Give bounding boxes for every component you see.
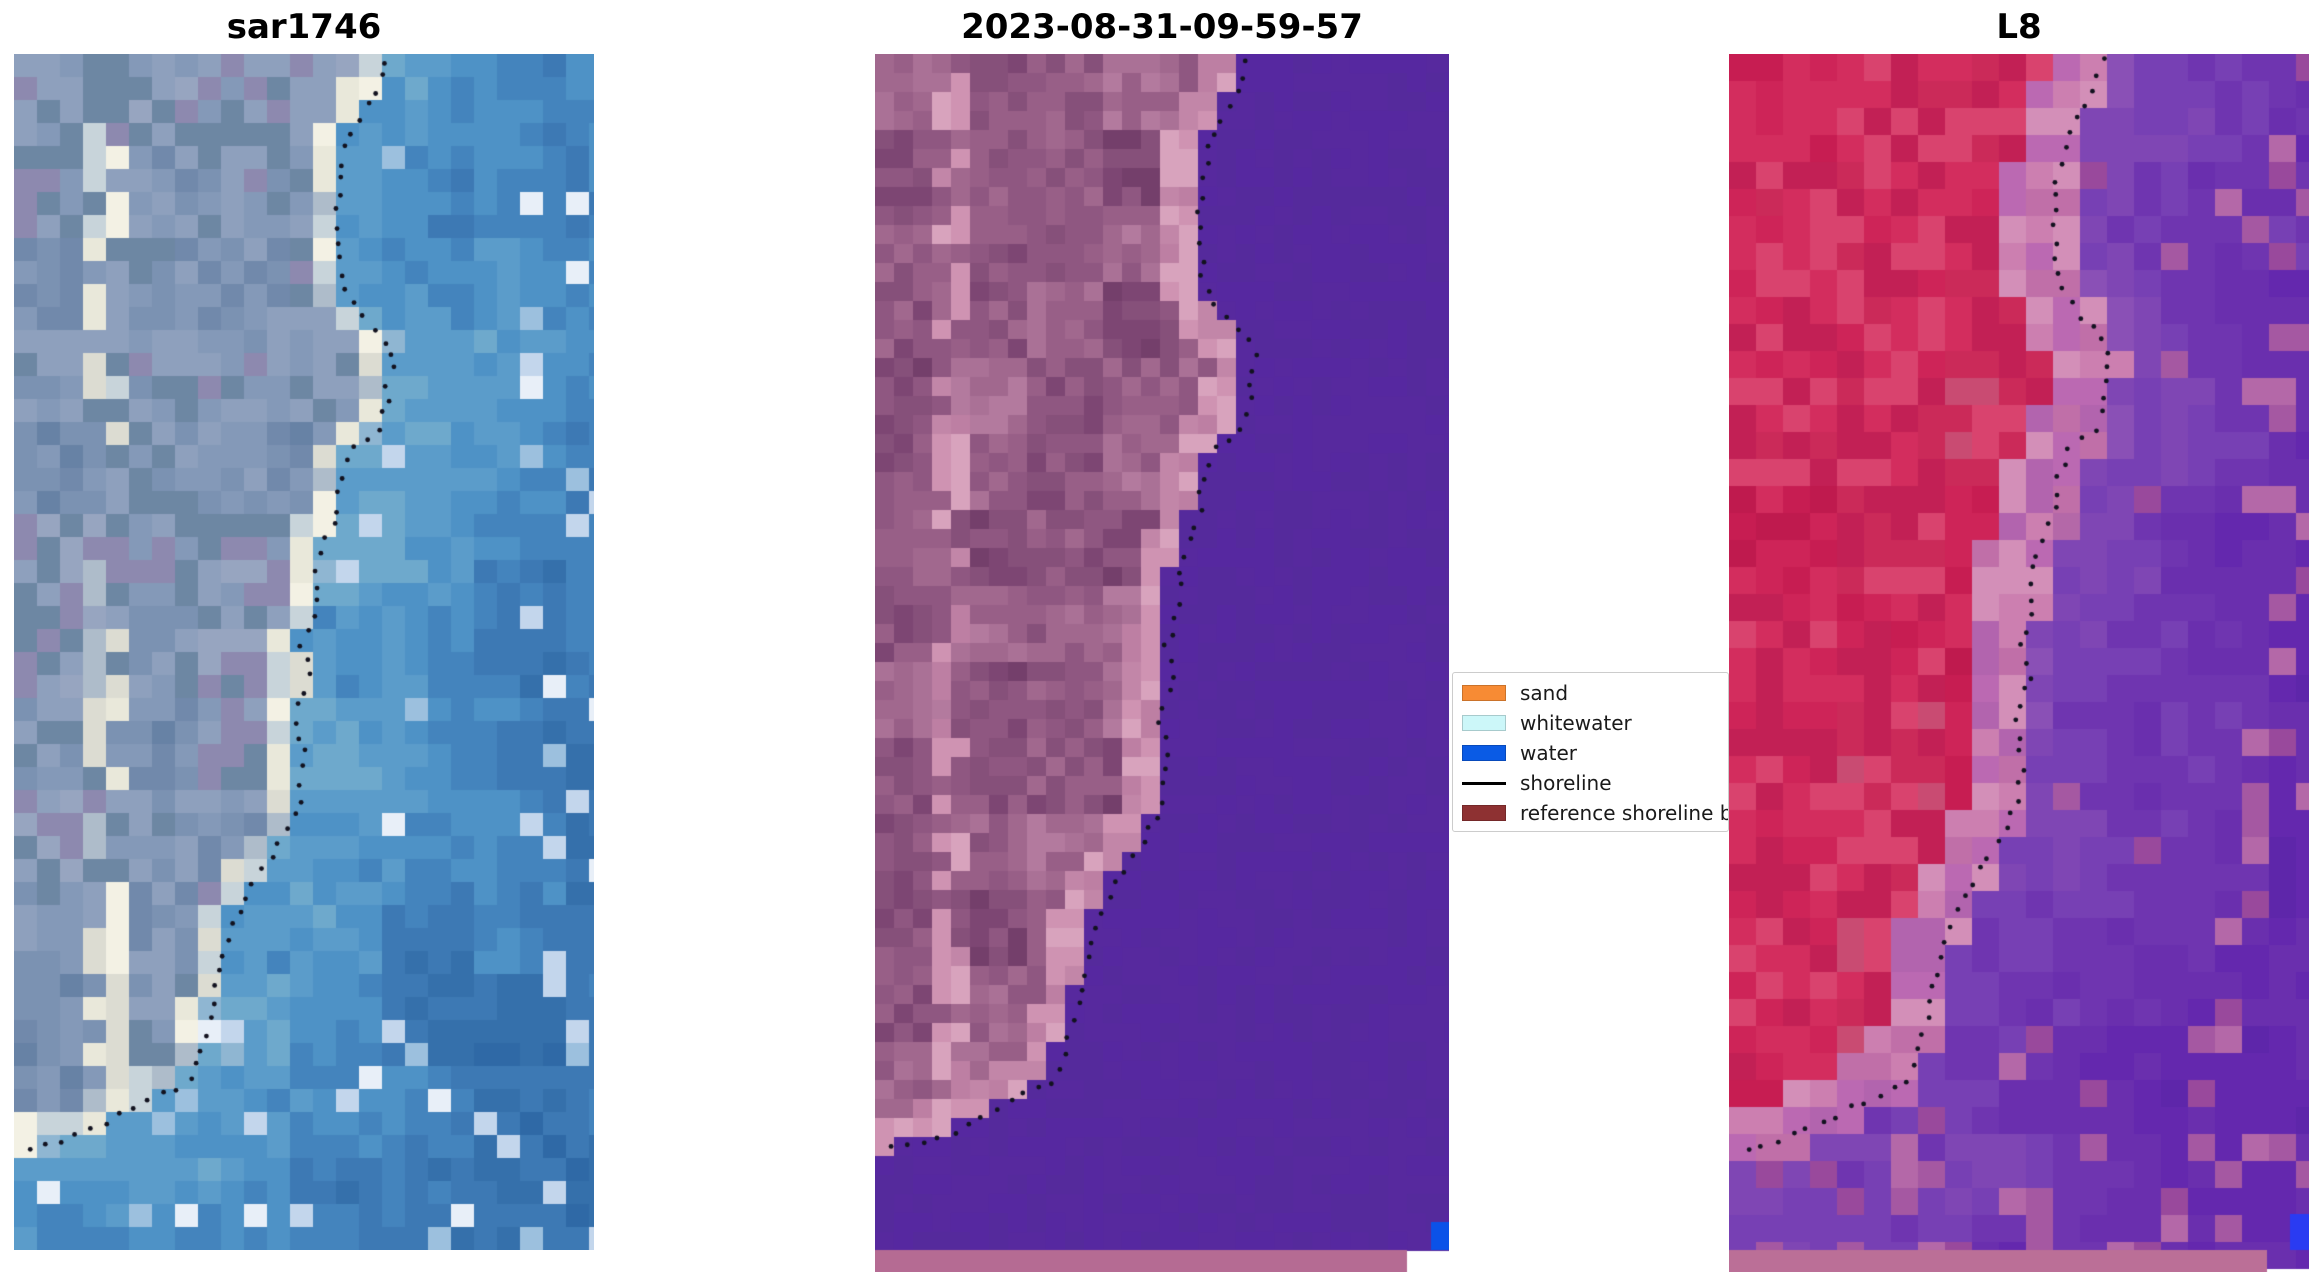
panel-title-classified-date: 2023-08-31-09-59-57: [961, 7, 1363, 47]
legend-item-sand: sand: [1462, 678, 1728, 708]
panel-title-sar: sar1746: [226, 7, 382, 47]
legend-item-reference: reference shoreline buffer: [1462, 798, 1728, 828]
classified-image-panel: [875, 54, 1449, 1272]
legend: sand whitewater water shoreline reference sh…: [1452, 672, 1729, 832]
legend-item-whitewater: whitewater: [1462, 708, 1728, 738]
legend-swatch-whitewater: [1462, 715, 1506, 731]
legend-label-water: water: [1520, 741, 1577, 765]
legend-label-reference: reference shoreline buffer: [1520, 801, 1728, 825]
l8-image-panel: [1729, 54, 2309, 1272]
panel-title-l8: L8: [1996, 7, 2042, 47]
legend-swatch-sand: [1462, 685, 1506, 701]
legend-swatch-reference: [1462, 805, 1506, 821]
legend-swatch-water: [1462, 745, 1506, 761]
legend-item-water: water: [1462, 738, 1728, 768]
legend-item-shoreline: shoreline: [1462, 768, 1728, 798]
legend-swatch-shoreline-line: [1462, 781, 1506, 785]
sar-image-panel: [14, 54, 594, 1250]
legend-label-shoreline: shoreline: [1520, 771, 1612, 795]
legend-label-sand: sand: [1520, 681, 1569, 705]
legend-label-whitewater: whitewater: [1520, 711, 1632, 735]
